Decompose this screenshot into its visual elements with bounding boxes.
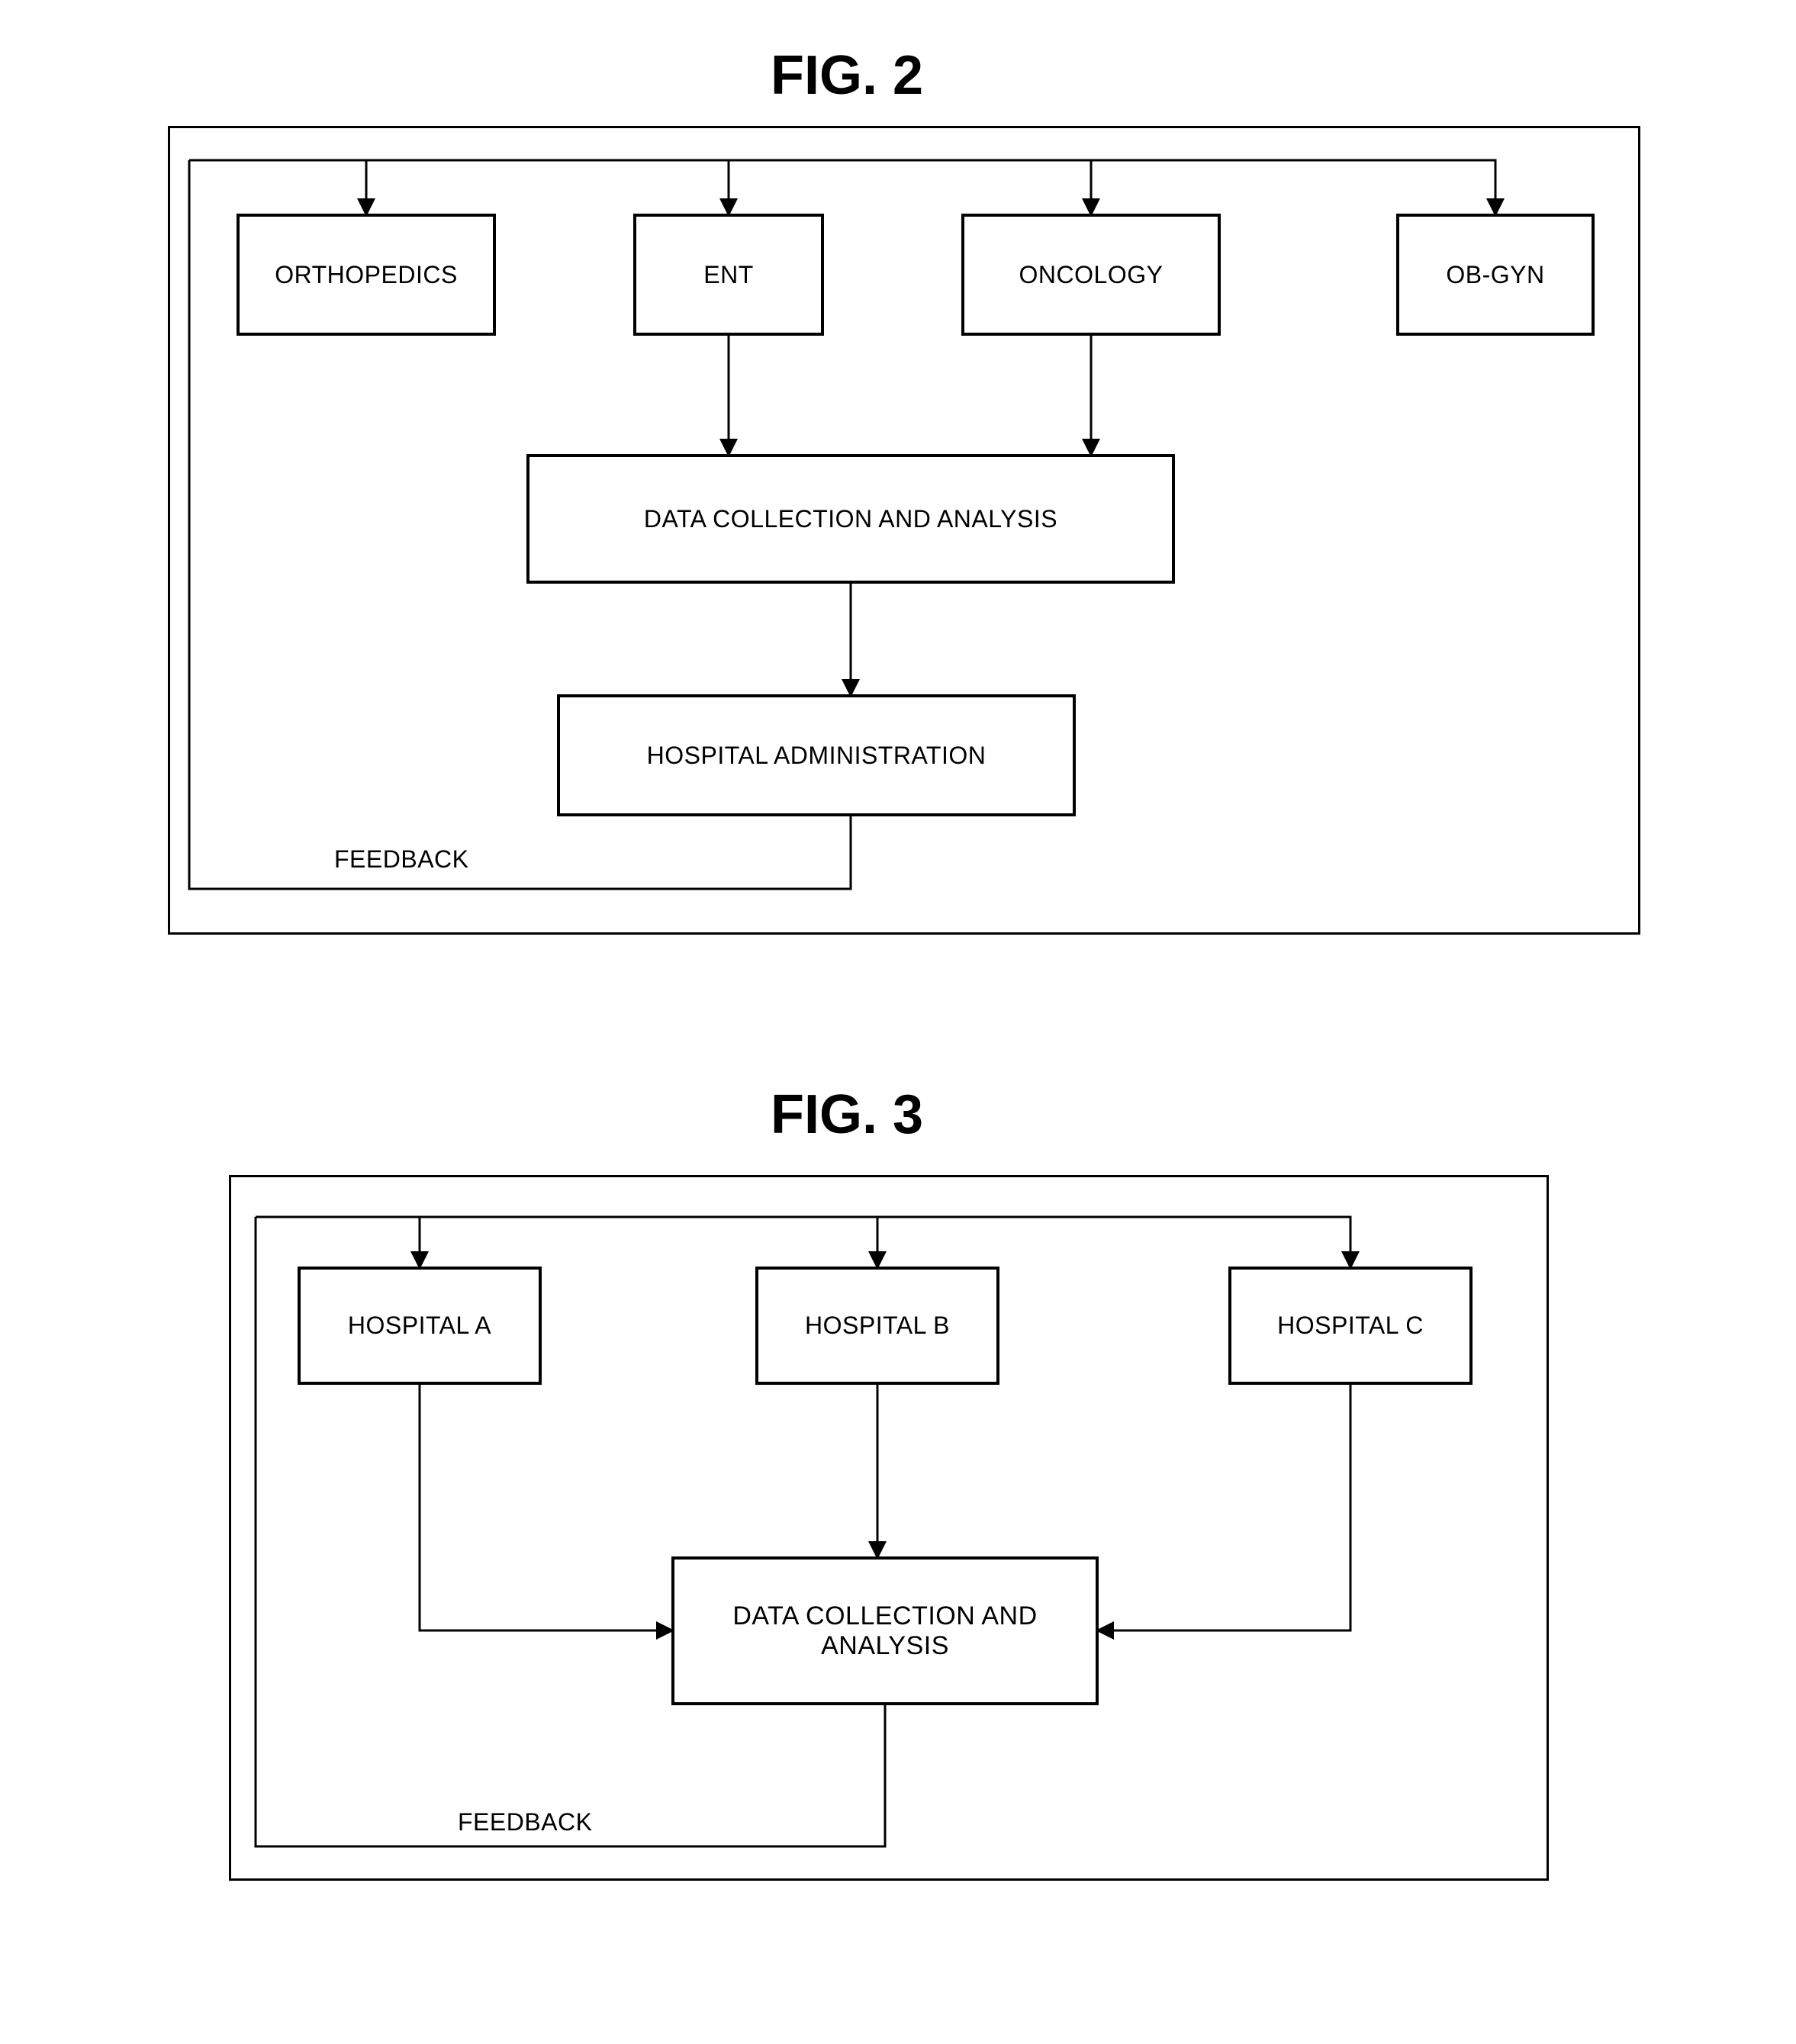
fig2-feedback-label: FEEDBACK: [334, 845, 468, 874]
fig3-feedback-label: FEEDBACK: [458, 1808, 592, 1836]
fig2-box-data: DATA COLLECTION AND ANALYSIS: [526, 454, 1175, 584]
fig2-box-orthopedics: ORTHOPEDICS: [237, 214, 496, 336]
fig2-box-obgyn: OB-GYN: [1396, 214, 1595, 336]
page: FIG. 2 ORTHOPEDICS ENT ONCOLOGY OB-GYN D…: [0, 0, 1796, 2044]
fig3-box-hospC: HOSPITAL C: [1228, 1267, 1473, 1385]
fig2-box-admin: HOSPITAL ADMINISTRATION: [557, 694, 1076, 816]
fig3-box-data: DATA COLLECTION AND ANALYSIS: [671, 1556, 1099, 1705]
fig2-title: FIG. 2: [771, 44, 923, 107]
fig2-box-ent: ENT: [633, 214, 824, 336]
fig3-title: FIG. 3: [771, 1083, 923, 1146]
fig3-box-hospB: HOSPITAL B: [755, 1267, 999, 1385]
fig3-box-hospA: HOSPITAL A: [298, 1267, 542, 1385]
fig2-box-oncology: ONCOLOGY: [961, 214, 1221, 336]
